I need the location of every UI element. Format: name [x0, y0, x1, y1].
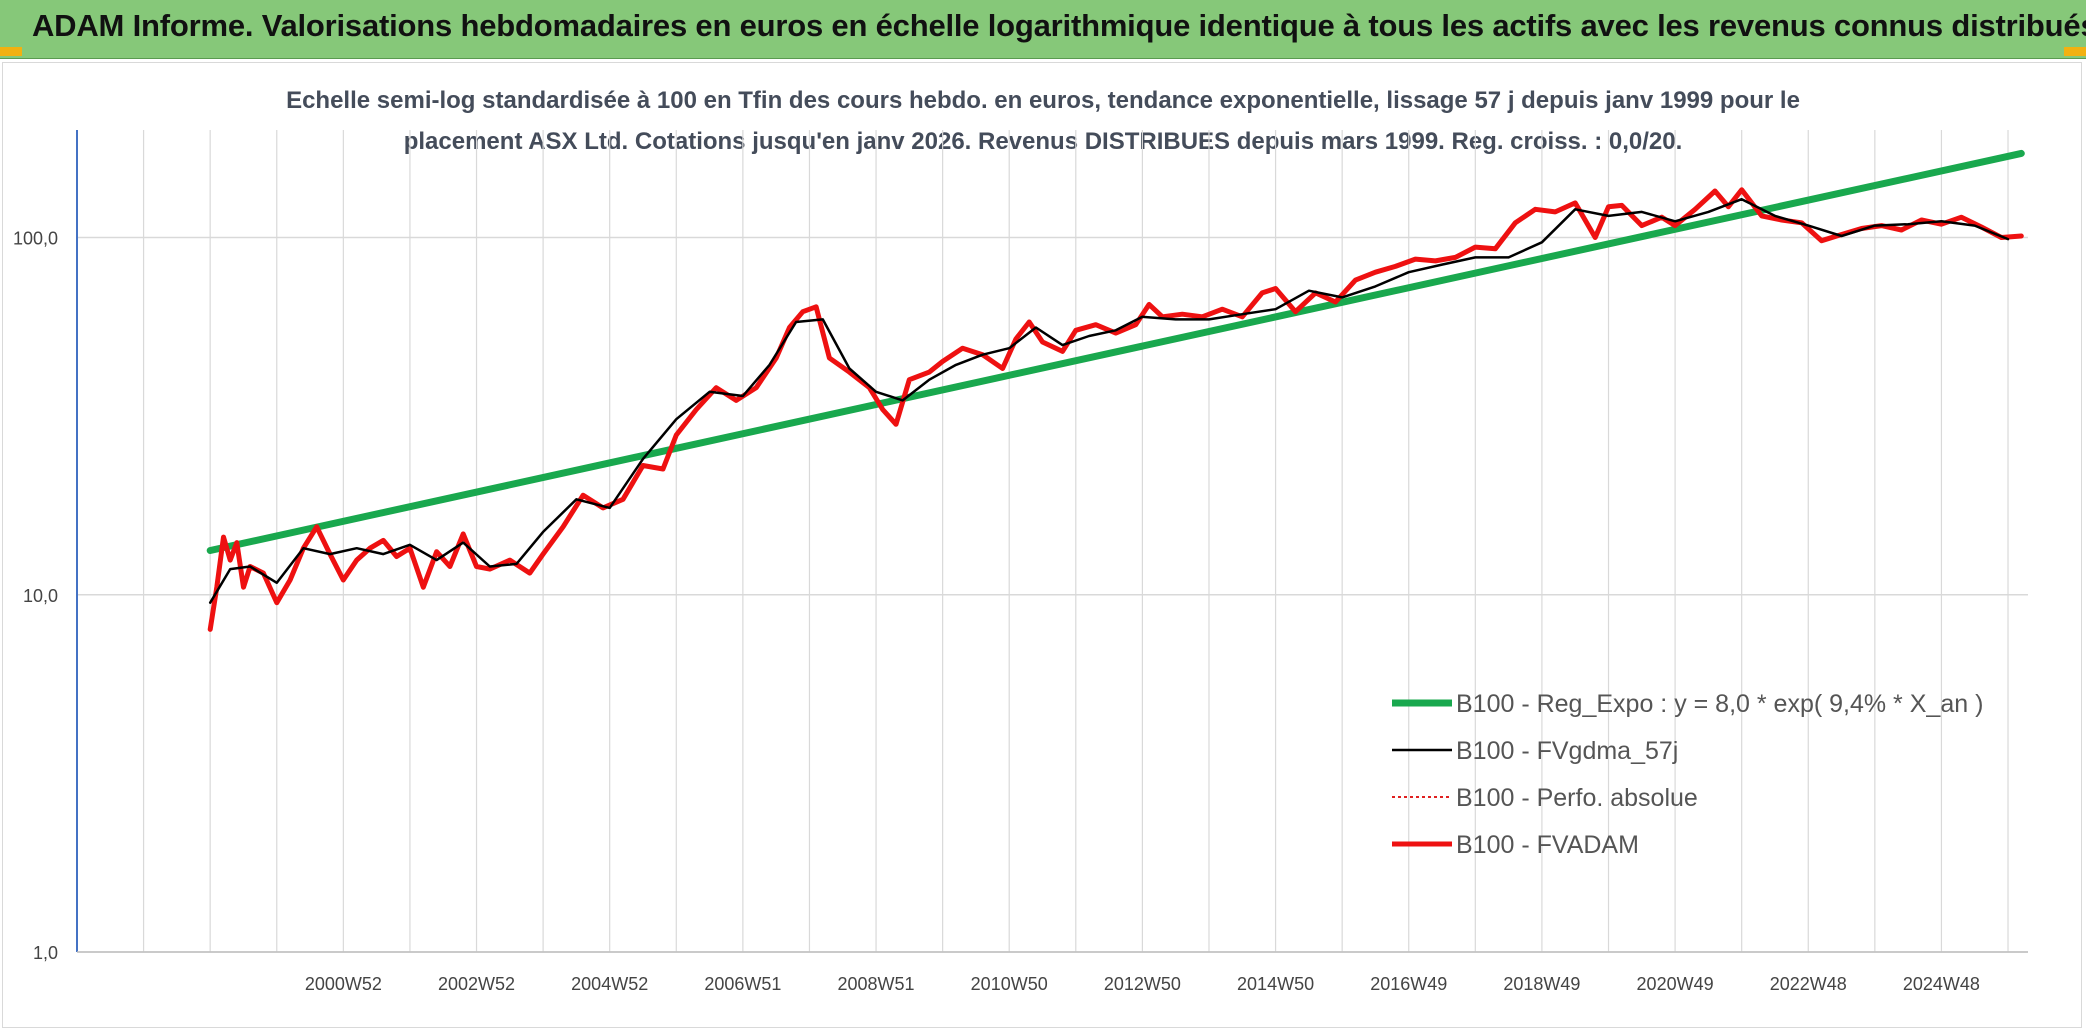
- report-title: ADAM Informe. Valorisations hebdomadaire…: [32, 8, 2086, 43]
- x-tick-label: 2024W48: [1903, 974, 1980, 994]
- legend-label: B100 - Reg_Expo : y = 8,0 * exp( 9,4% * …: [1456, 690, 1983, 718]
- x-tick-label: 2016W49: [1370, 974, 1447, 994]
- x-tick-label: 2014W50: [1237, 974, 1314, 994]
- x-tick-label: 2020W49: [1637, 974, 1714, 994]
- y-tick-label: 1,0: [33, 943, 58, 963]
- fvadam-line: [207, 187, 2024, 632]
- x-tick-label: 2018W49: [1503, 974, 1580, 994]
- x-tick-label: 2006W51: [704, 974, 781, 994]
- title-banner: ADAM Informe. Valorisations hebdomadaire…: [0, 0, 2086, 59]
- x-tick-label: 2008W51: [838, 974, 915, 994]
- series-lines: [206, 149, 2025, 632]
- corner-marker-top-left: [0, 47, 22, 56]
- corner-marker-top-right: [2064, 47, 2086, 56]
- x-tick-label: 2022W48: [1770, 974, 1847, 994]
- chart-title-line-2: placement ASX Ltd. Cotations jusqu'en ja…: [403, 128, 1683, 155]
- smoothed-line: [208, 197, 2010, 604]
- chart-area: [2, 62, 2082, 1028]
- legend-label: B100 - FVgdma_57j: [1456, 737, 1678, 765]
- regression-line: [206, 149, 2025, 554]
- axes: 1,0 10,0 100,0 2000W52 2002W52 2004W52 2006W51…: [13, 130, 2028, 994]
- x-tick-label: 2012W50: [1104, 974, 1181, 994]
- legend: B100 - Reg_Expo : y = 8,0 * exp( 9,4% * …: [1392, 690, 1983, 859]
- x-tick-label: 2002W52: [438, 974, 515, 994]
- chart-title-line-1: Echelle semi-log standardisée à 100 en T…: [286, 87, 1800, 114]
- legend-label: B100 - Perfo. absolue: [1456, 784, 1698, 812]
- x-tick-label: 2000W52: [305, 974, 382, 994]
- legend-label: B100 - FVADAM: [1456, 831, 1639, 859]
- y-tick-label: 10,0: [23, 586, 58, 606]
- gridlines: [77, 130, 2028, 953]
- x-tick-label: 2010W50: [971, 974, 1048, 994]
- y-tick-label: 100,0: [13, 229, 58, 249]
- x-tick-label: 2004W52: [571, 974, 648, 994]
